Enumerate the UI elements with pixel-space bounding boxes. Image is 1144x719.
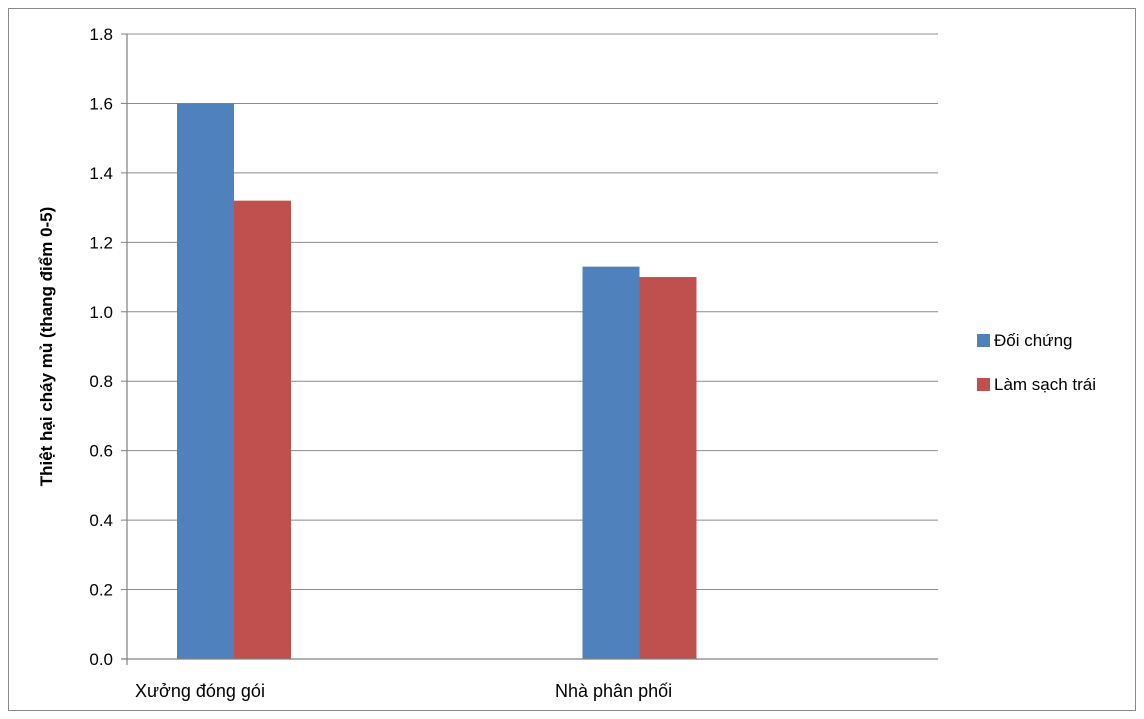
y-tick-label: 0.8	[89, 372, 113, 391]
axes	[121, 34, 938, 665]
y-tick-label: 0.2	[89, 581, 113, 600]
legend-label: Làm sạch trái	[994, 375, 1096, 394]
legend-swatch	[977, 378, 990, 391]
bar-lam-sach-trai-1	[639, 277, 697, 659]
legend: Đối chứng Làm sạch trái	[977, 331, 1096, 394]
y-tick-label: 1.6	[89, 94, 113, 113]
y-tick-label: 0.6	[89, 442, 113, 461]
legend-label: Đối chứng	[994, 331, 1072, 350]
x-category-label: Nhà phân phối	[555, 681, 672, 701]
bars	[177, 103, 697, 659]
bar-doi-chung-1	[582, 266, 640, 659]
bar-lam-sach-trai-0	[234, 200, 291, 659]
y-ticks: 0.0 0.2 0.4 0.6 0.8 1.0 1.2 1.4 1.6 1.8	[89, 25, 127, 669]
x-tick-labels: Xưởng đóng gói Nhà phân phối	[135, 681, 672, 701]
x-category-label: Xưởng đóng gói	[135, 681, 265, 701]
y-tick-label: 0.4	[89, 511, 113, 530]
y-axis-title: Thiệt hại cháy mủ (thang điểm 0-5)	[37, 207, 56, 487]
y-tick-label: 0.0	[89, 650, 113, 669]
y-tick-label: 1.0	[89, 303, 113, 322]
y-tick-label: 1.4	[89, 164, 113, 183]
legend-swatch	[977, 334, 990, 347]
y-tick-label: 1.8	[89, 25, 113, 44]
y-tick-label: 1.2	[89, 233, 113, 252]
bar-doi-chung-0	[177, 103, 234, 659]
